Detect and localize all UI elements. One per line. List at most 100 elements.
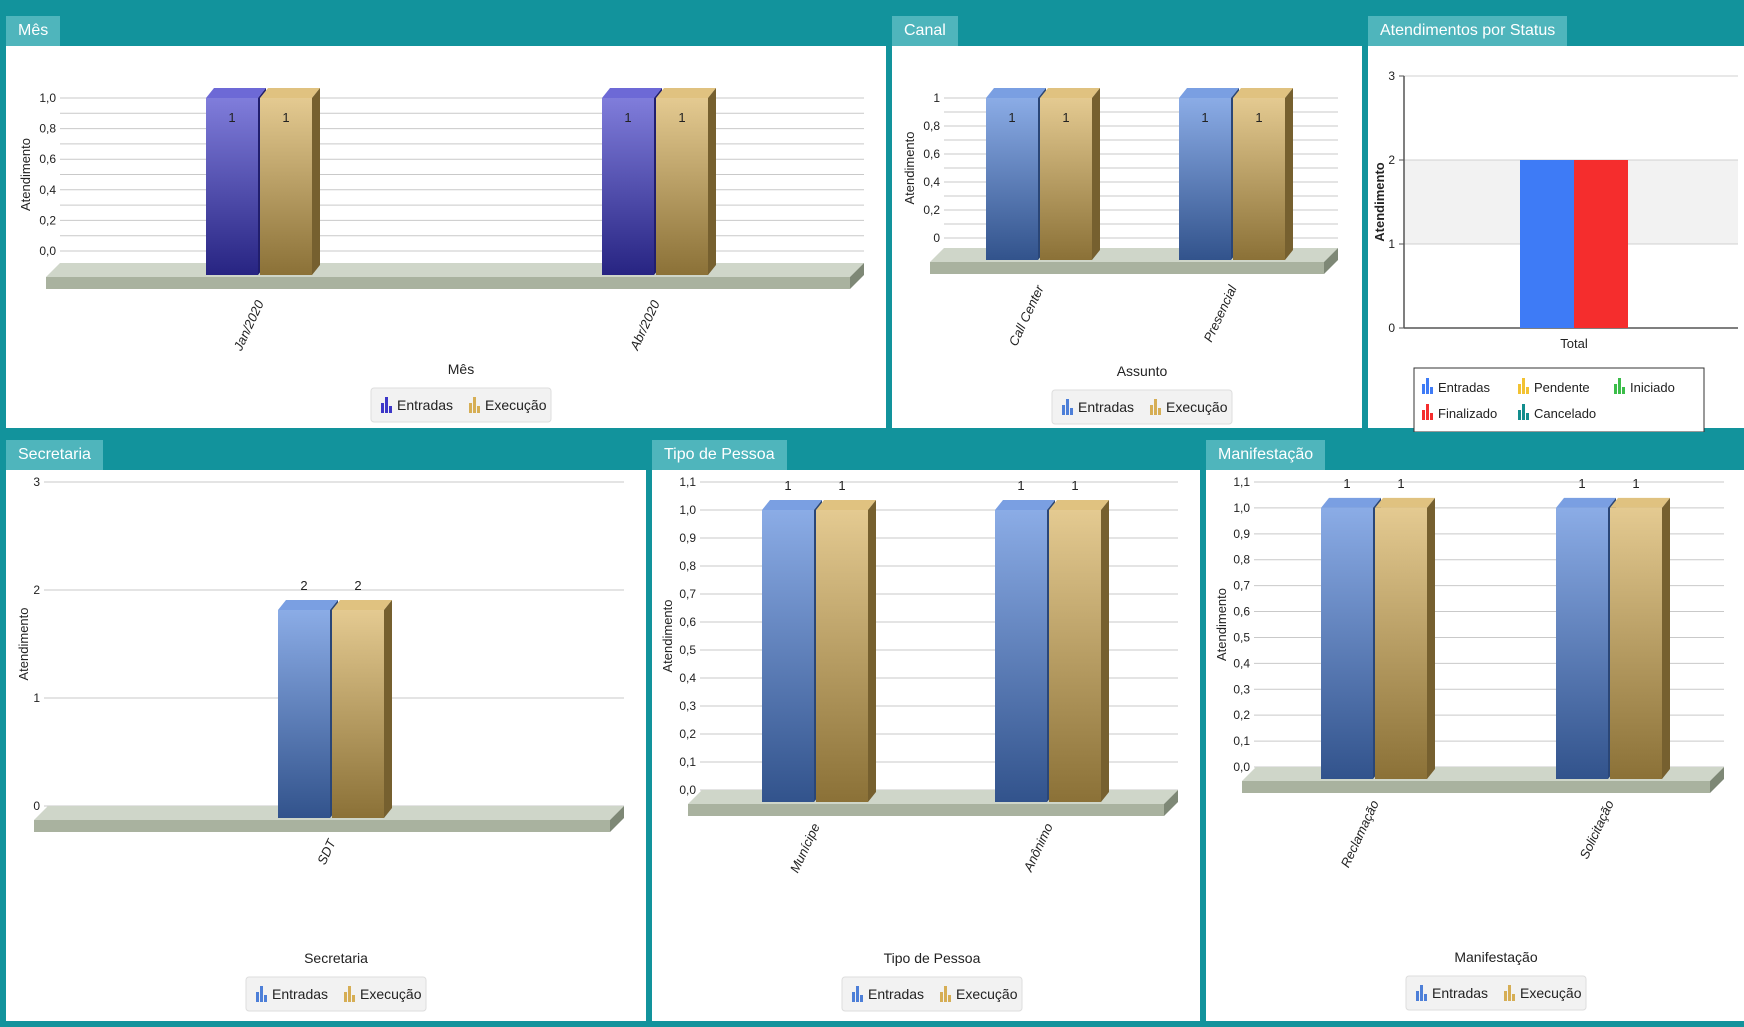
y-tick-label: 0,5 bbox=[679, 643, 696, 657]
y-tick-label: 0,1 bbox=[1233, 734, 1250, 748]
bar-top bbox=[1233, 88, 1293, 98]
bar bbox=[656, 98, 708, 275]
legend-icon bbox=[256, 986, 267, 1002]
bar bbox=[1574, 160, 1628, 328]
legend-icon-bar bbox=[1518, 410, 1521, 420]
floor-front bbox=[1242, 781, 1710, 793]
legend-icon-bar bbox=[473, 397, 476, 413]
y-axis-title: Atendimento bbox=[1372, 162, 1387, 242]
y-tick-label: 0,7 bbox=[1233, 579, 1250, 593]
bar-top bbox=[1321, 497, 1381, 508]
y-tick-label: 0,9 bbox=[1233, 527, 1250, 541]
bar bbox=[332, 610, 384, 818]
bar bbox=[260, 98, 312, 275]
y-tick-label: 1,1 bbox=[1233, 475, 1250, 489]
floor-top bbox=[46, 263, 864, 277]
chart-tipo-pessoa: 0,0 0,1 0,2 0,3 0,4 0,5 0,6 0,7 0,8 0,9 1,0 1,1 1 1 Mu… bbox=[660, 475, 1178, 1012]
legend-icon-bar bbox=[1070, 408, 1073, 415]
panel-secretaria: Secretaria 0 1 2 3 2 2 SDT Atendimento Secretari… bbox=[0, 432, 652, 1027]
legend-icon-bar bbox=[352, 995, 355, 1002]
data-label: 1 bbox=[678, 110, 685, 125]
bar-side bbox=[868, 500, 876, 802]
y-tick-label: 1,0 bbox=[1233, 501, 1250, 515]
y-axis-title: Atendimento bbox=[18, 138, 33, 211]
y-tick-label: 1,0 bbox=[39, 91, 56, 105]
legend-icon-bar bbox=[477, 406, 480, 413]
x-tick-label: Jan/2020 bbox=[230, 297, 267, 353]
data-label: 1 bbox=[1397, 476, 1404, 491]
x-tick-label: Abr/2020 bbox=[626, 297, 663, 353]
legend-icon-bar bbox=[1430, 387, 1433, 394]
data-label: 1 bbox=[1017, 478, 1024, 493]
x-axis-title: Secretaria bbox=[304, 950, 368, 966]
legend-label: Entradas bbox=[272, 986, 328, 1002]
bar-top bbox=[995, 500, 1055, 510]
legend-icon bbox=[1614, 378, 1625, 394]
y-tick-label: 0,1 bbox=[679, 755, 696, 769]
y-tick-label: 0,6 bbox=[923, 147, 940, 161]
legend-icon-bar bbox=[1422, 384, 1425, 394]
data-label: 1 bbox=[282, 110, 289, 125]
legend-icon-bar bbox=[1526, 387, 1529, 394]
legend-icon-bar bbox=[344, 992, 347, 1002]
data-label: 1 bbox=[1255, 110, 1262, 125]
bar bbox=[602, 98, 654, 275]
floor-front bbox=[930, 262, 1324, 274]
panel-tipo-pessoa: Tipo de Pessoa 0,0 0,1 0,2 0,3 0,4 0,5 0,6 0,7 0… bbox=[646, 432, 1206, 1027]
legend-icon-bar bbox=[1158, 408, 1161, 415]
legend-label: Execução bbox=[956, 986, 1018, 1002]
legend-label: Execução bbox=[1166, 399, 1228, 415]
bar-top bbox=[278, 600, 338, 610]
bar-side bbox=[1101, 500, 1109, 802]
data-label: 2 bbox=[300, 578, 307, 593]
y-axis-title: Atendimento bbox=[902, 132, 917, 205]
panel-title: Manifestação bbox=[1206, 440, 1326, 470]
y-tick-label: 0,4 bbox=[679, 671, 696, 685]
legend-icon-bar bbox=[1424, 994, 1427, 1001]
y-tick-label: 0 bbox=[33, 799, 40, 813]
legend-icon-bar bbox=[469, 403, 472, 413]
bar-top bbox=[602, 88, 662, 98]
bar-top bbox=[260, 88, 320, 98]
y-tick-label: 0,6 bbox=[39, 152, 56, 166]
legend-label: Cancelado bbox=[1534, 406, 1596, 421]
floor-side bbox=[850, 263, 864, 289]
panel-mes: Mês 0,0 0,2 0,4 0,6 0,8 1,0 1 1 Jan/2020 1 1 Abr/20… bbox=[0, 8, 892, 434]
legend-label: Execução bbox=[360, 986, 422, 1002]
chart-mes: 0,0 0,2 0,4 0,6 0,8 1,0 1 1 Jan/2020 1 1 Abr/2020 At… bbox=[18, 88, 864, 423]
legend-label: Execução bbox=[1520, 985, 1582, 1001]
y-tick-label: 0,6 bbox=[1233, 605, 1250, 619]
x-tick-label: Reclamação bbox=[1338, 798, 1382, 870]
legend-icon-bar bbox=[348, 986, 351, 1002]
y-tick-label: 3 bbox=[33, 475, 40, 489]
y-tick-label: 0,4 bbox=[39, 183, 56, 197]
bar-top bbox=[1375, 497, 1435, 508]
bar bbox=[1520, 160, 1574, 328]
legend-icon-bar bbox=[1512, 994, 1515, 1001]
legend-icon bbox=[381, 397, 392, 413]
data-label: 1 bbox=[1201, 110, 1208, 125]
y-tick-label: 0,7 bbox=[679, 587, 696, 601]
bar-top bbox=[1179, 88, 1239, 98]
y-tick-label: 0,4 bbox=[1233, 656, 1250, 670]
legend-icon bbox=[1416, 985, 1427, 1001]
legend-icon-bar bbox=[1426, 404, 1429, 420]
legend-icon-bar bbox=[1426, 378, 1429, 394]
bar-side bbox=[1285, 88, 1293, 260]
legend-icon-bar bbox=[1518, 384, 1521, 394]
legend-icon-bar bbox=[1422, 410, 1425, 420]
y-tick-label: 0,0 bbox=[39, 244, 56, 258]
panel-title: Mês bbox=[6, 16, 61, 46]
legend-icon bbox=[1422, 404, 1433, 420]
y-tick-label: 0,8 bbox=[679, 559, 696, 573]
floor-front bbox=[688, 804, 1164, 816]
legend-icon-bar bbox=[948, 995, 951, 1002]
bar bbox=[1179, 98, 1231, 260]
x-tick-label: Anônimo bbox=[1020, 821, 1056, 875]
floor-front bbox=[34, 820, 610, 832]
bar-side bbox=[1427, 497, 1435, 779]
y-axis-title: Atendimento bbox=[16, 608, 31, 681]
legend-icon-bar bbox=[1416, 991, 1419, 1001]
panel-title: Secretaria bbox=[6, 440, 103, 470]
legend-icon bbox=[1422, 378, 1433, 394]
